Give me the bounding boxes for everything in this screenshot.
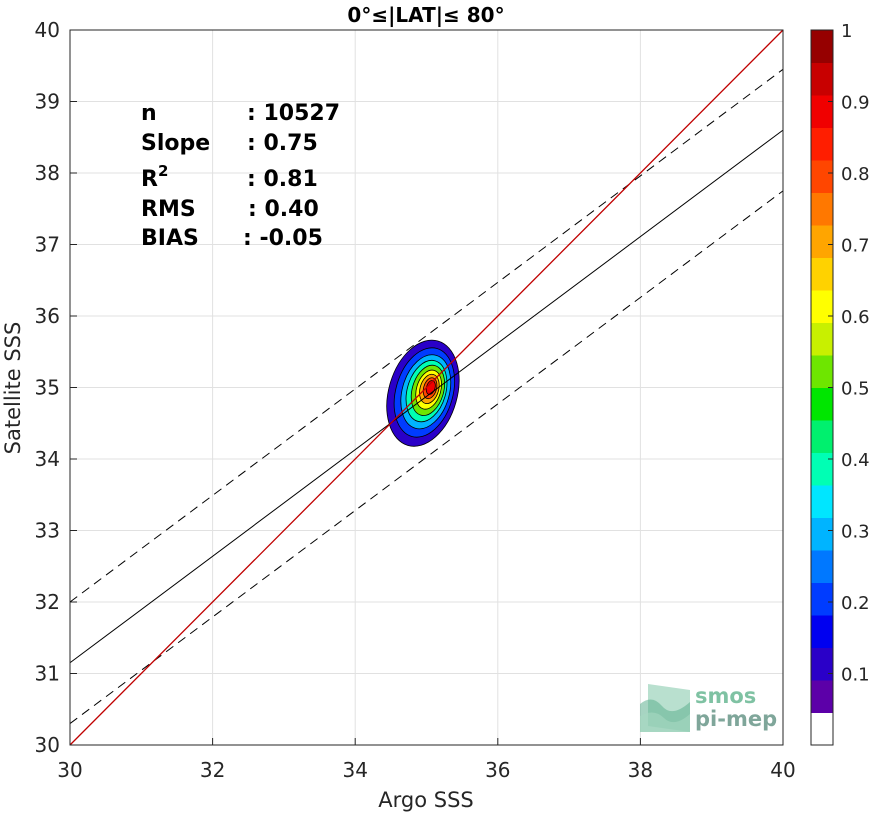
fit-upper-line bbox=[69, 68, 784, 603]
colorbar-swatch bbox=[811, 680, 833, 713]
y-axis-label: Satellite SSS bbox=[1, 322, 25, 455]
colorbar bbox=[810, 29, 834, 746]
stat-separator: : bbox=[248, 197, 264, 222]
y-tick-labels: 30 31 32 33 34 35 36 37 38 39 40 bbox=[35, 18, 60, 757]
stat-value-text: 0.75 bbox=[263, 131, 317, 156]
colorbar-swatch bbox=[811, 322, 833, 356]
colorbar-swatch bbox=[811, 517, 833, 551]
colorbar-swatch bbox=[811, 225, 833, 258]
y-tick-label: 36 bbox=[35, 304, 60, 328]
colorbar-swatch bbox=[811, 290, 833, 323]
stat-value-text: 0.40 bbox=[264, 197, 318, 222]
y-tick-label: 37 bbox=[35, 233, 60, 257]
colorbar-tick-label: 0.4 bbox=[841, 450, 870, 471]
colorbar-swatch bbox=[811, 647, 833, 681]
colorbar-swatch bbox=[811, 127, 833, 161]
colorbar-tick-label: 1 bbox=[841, 21, 852, 42]
colorbar-tick-label: 0.2 bbox=[841, 593, 870, 614]
y-tick-label: 31 bbox=[35, 662, 60, 686]
x-tick-label: 34 bbox=[342, 758, 367, 782]
y-tick-label: 34 bbox=[35, 447, 60, 471]
colorbar-tick-label: 0.5 bbox=[841, 379, 870, 400]
x-axis-label: Argo SSS bbox=[378, 788, 473, 812]
stat-label-text: n bbox=[141, 101, 157, 126]
stat-label-text: BIAS bbox=[141, 226, 199, 251]
y-tick-label: 35 bbox=[35, 376, 60, 400]
colorbar-tick-label: 0.9 bbox=[841, 93, 870, 114]
stat-label-text: RMS bbox=[141, 197, 196, 222]
stat-separator: : bbox=[243, 226, 259, 251]
plot-frame bbox=[69, 29, 784, 746]
colorbar-swatch bbox=[811, 355, 833, 388]
stat-value: : 0.40 bbox=[248, 197, 319, 222]
colorbar-tick-label: 0.6 bbox=[841, 307, 870, 328]
colorbar-swatch bbox=[811, 452, 833, 486]
stat-separator: : bbox=[247, 131, 263, 156]
logo-line1: smos bbox=[695, 684, 756, 708]
stat-label: BIAS bbox=[141, 226, 199, 251]
colorbar-swatch bbox=[811, 257, 833, 291]
x-tick-labels: 30 32 34 36 38 40 bbox=[57, 758, 795, 782]
stat-value: : 0.81 bbox=[247, 167, 318, 192]
stat-label: RMS bbox=[141, 197, 196, 222]
stat-value: : -0.05 bbox=[243, 226, 323, 251]
logo-waves-icon bbox=[640, 684, 690, 732]
regression-lines bbox=[69, 29, 784, 746]
colorbar-swatch bbox=[811, 712, 833, 746]
colorbar-swatch bbox=[811, 582, 833, 616]
stat-value-text: 10527 bbox=[263, 101, 340, 126]
stat-separator: : bbox=[247, 101, 263, 126]
fit-line bbox=[69, 129, 784, 664]
stat-label-text: Slope bbox=[141, 131, 210, 156]
colorbar-tick-label: 0.7 bbox=[841, 236, 870, 257]
stat-value: : 10527 bbox=[247, 101, 340, 126]
y-tick-label: 38 bbox=[35, 161, 60, 185]
stat-superscript: 2 bbox=[158, 162, 168, 180]
logo-line2: pi-mep bbox=[695, 707, 777, 731]
stat-label-text: R bbox=[141, 167, 158, 192]
colorbar-swatch bbox=[811, 95, 833, 128]
colorbar-tick-labels: 0.1 0.2 0.3 0.4 0.5 0.6 0.7 0.8 0.9 1 bbox=[841, 21, 870, 686]
x-tick-label: 38 bbox=[628, 758, 653, 782]
colorbar-swatch bbox=[811, 62, 833, 96]
identity-line bbox=[69, 29, 784, 746]
y-tick-label: 40 bbox=[35, 18, 60, 42]
colorbar-swatch bbox=[811, 420, 833, 453]
colorbar-swatch bbox=[811, 485, 833, 518]
colorbar-swatch bbox=[811, 550, 833, 583]
y-tick-label: 32 bbox=[35, 590, 60, 614]
colorbar-swatch bbox=[811, 160, 833, 193]
x-tick-label: 32 bbox=[200, 758, 225, 782]
colorbar-swatch bbox=[811, 192, 833, 226]
x-tick-label: 36 bbox=[485, 758, 510, 782]
colorbar-swatch bbox=[811, 30, 833, 63]
fit-lower-line bbox=[69, 190, 784, 724]
stat-value-text: 0.81 bbox=[263, 167, 317, 192]
smos-pimep-logo: smos pi-mep bbox=[640, 684, 777, 732]
colorbar-tick-label: 0.3 bbox=[841, 522, 870, 543]
y-tick-label: 39 bbox=[35, 90, 60, 114]
y-tick-label: 33 bbox=[35, 519, 60, 543]
x-tick-label: 30 bbox=[57, 758, 82, 782]
stat-label: Slope bbox=[141, 131, 210, 156]
stat-value-text: -0.05 bbox=[259, 226, 322, 251]
stat-label: R2 bbox=[141, 162, 168, 192]
x-tick-label: 40 bbox=[770, 758, 795, 782]
colorbar-tick-label: 0.1 bbox=[841, 665, 870, 686]
stat-separator: : bbox=[247, 167, 263, 192]
stat-label: n bbox=[141, 101, 157, 126]
colorbar-swatch bbox=[811, 615, 833, 648]
stat-value: : 0.75 bbox=[247, 131, 318, 156]
chart-title: 0°≤|LAT|≤ 80° bbox=[347, 3, 504, 27]
colorbar-swatch bbox=[811, 387, 833, 421]
colorbar-tick-label: 0.8 bbox=[841, 164, 870, 185]
y-tick-label: 30 bbox=[35, 733, 60, 757]
density-contours bbox=[386, 339, 460, 447]
